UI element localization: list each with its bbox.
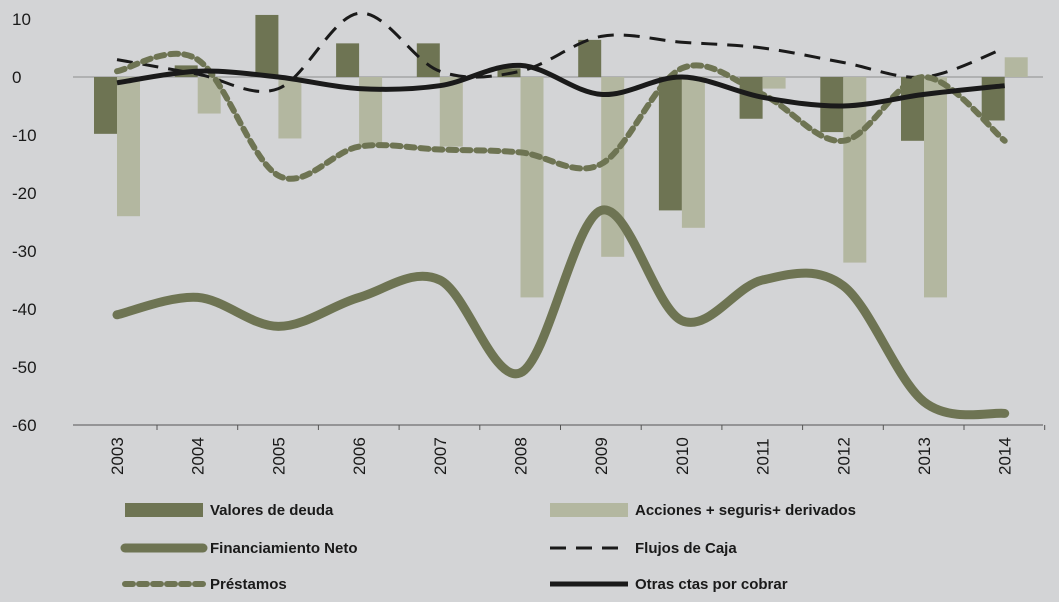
legend-item: Financiamiento Neto bbox=[120, 540, 358, 557]
bar-valores-de-deuda-2003 bbox=[94, 77, 117, 134]
y-tick-label: -60 bbox=[12, 416, 37, 435]
bar-acciones-2011 bbox=[762, 77, 786, 89]
x-tick-label: 2014 bbox=[996, 437, 1015, 475]
y-tick-label: -50 bbox=[12, 358, 37, 377]
bar-acciones-2009 bbox=[601, 77, 625, 257]
line-flujos-de-caja bbox=[116, 11, 1006, 93]
bar-acciones-2014 bbox=[1004, 57, 1028, 77]
line-otras-ctas-por-cobrar bbox=[116, 62, 1005, 109]
y-tick-label: 0 bbox=[12, 68, 21, 87]
line-pr-stamos bbox=[114, 50, 1008, 182]
x-tick-label: 2011 bbox=[754, 438, 773, 475]
y-tick-label: -40 bbox=[12, 300, 37, 319]
bar-acciones-2007 bbox=[439, 77, 463, 147]
x-tick-label: 2004 bbox=[189, 437, 208, 475]
legend-item: Otras ctas por cobrar bbox=[550, 576, 788, 593]
legend-label: Financiamiento Neto bbox=[210, 540, 358, 557]
x-tick-label: 2005 bbox=[269, 437, 288, 475]
line-financiamiento-neto bbox=[112, 205, 1010, 420]
x-tick-label: 2013 bbox=[915, 437, 934, 475]
legend-item: Flujos de Caja bbox=[550, 540, 737, 557]
legend-label: Otras ctas por cobrar bbox=[635, 576, 788, 593]
legend-label: Préstamos bbox=[210, 576, 287, 593]
bar-acciones-2005 bbox=[278, 77, 302, 139]
legend-item: Valores de deuda bbox=[125, 502, 334, 519]
bar-acciones-2003 bbox=[117, 77, 140, 217]
bar-acciones-2010 bbox=[681, 77, 705, 228]
legend-item: Préstamos bbox=[122, 576, 287, 593]
x-tick-label: 2007 bbox=[431, 437, 450, 475]
bar-valores-de-deuda-2007 bbox=[416, 43, 440, 77]
y-tick-label: -10 bbox=[12, 126, 37, 145]
bar-acciones-2012 bbox=[843, 77, 867, 263]
x-tick-label: 2003 bbox=[108, 437, 127, 475]
bar-valores-de-deuda-2006 bbox=[336, 43, 360, 77]
bar-valores-de-deuda-2014 bbox=[981, 77, 1005, 121]
bar-valores-de-deuda-2005 bbox=[255, 14, 279, 78]
legend-swatch bbox=[550, 503, 628, 517]
x-tick-label: 2008 bbox=[512, 437, 531, 475]
x-tick-label: 2012 bbox=[834, 437, 853, 475]
y-tick-label: -30 bbox=[12, 242, 37, 261]
x-tick-label: 2006 bbox=[350, 437, 369, 475]
bar-acciones-2013 bbox=[924, 77, 947, 298]
legend-label: Acciones + seguris+ derivados bbox=[635, 502, 856, 519]
y-tick-label: -20 bbox=[12, 184, 37, 203]
bar-acciones-2008 bbox=[520, 77, 544, 298]
bar-valores-de-deuda-2010 bbox=[658, 77, 682, 211]
legend-label: Flujos de Caja bbox=[635, 540, 737, 557]
x-tick-label: 2010 bbox=[673, 437, 692, 475]
x-tick-label: 2009 bbox=[592, 437, 611, 475]
legend-label: Valores de deuda bbox=[210, 502, 334, 519]
bar-acciones-2004 bbox=[197, 77, 221, 114]
legend-item: Acciones + seguris+ derivados bbox=[550, 502, 856, 519]
bar-valores-de-deuda-2009 bbox=[578, 39, 602, 77]
legend-swatch bbox=[125, 503, 203, 517]
bar-acciones-2006 bbox=[359, 77, 383, 147]
y-tick-label: 10 bbox=[12, 10, 31, 29]
